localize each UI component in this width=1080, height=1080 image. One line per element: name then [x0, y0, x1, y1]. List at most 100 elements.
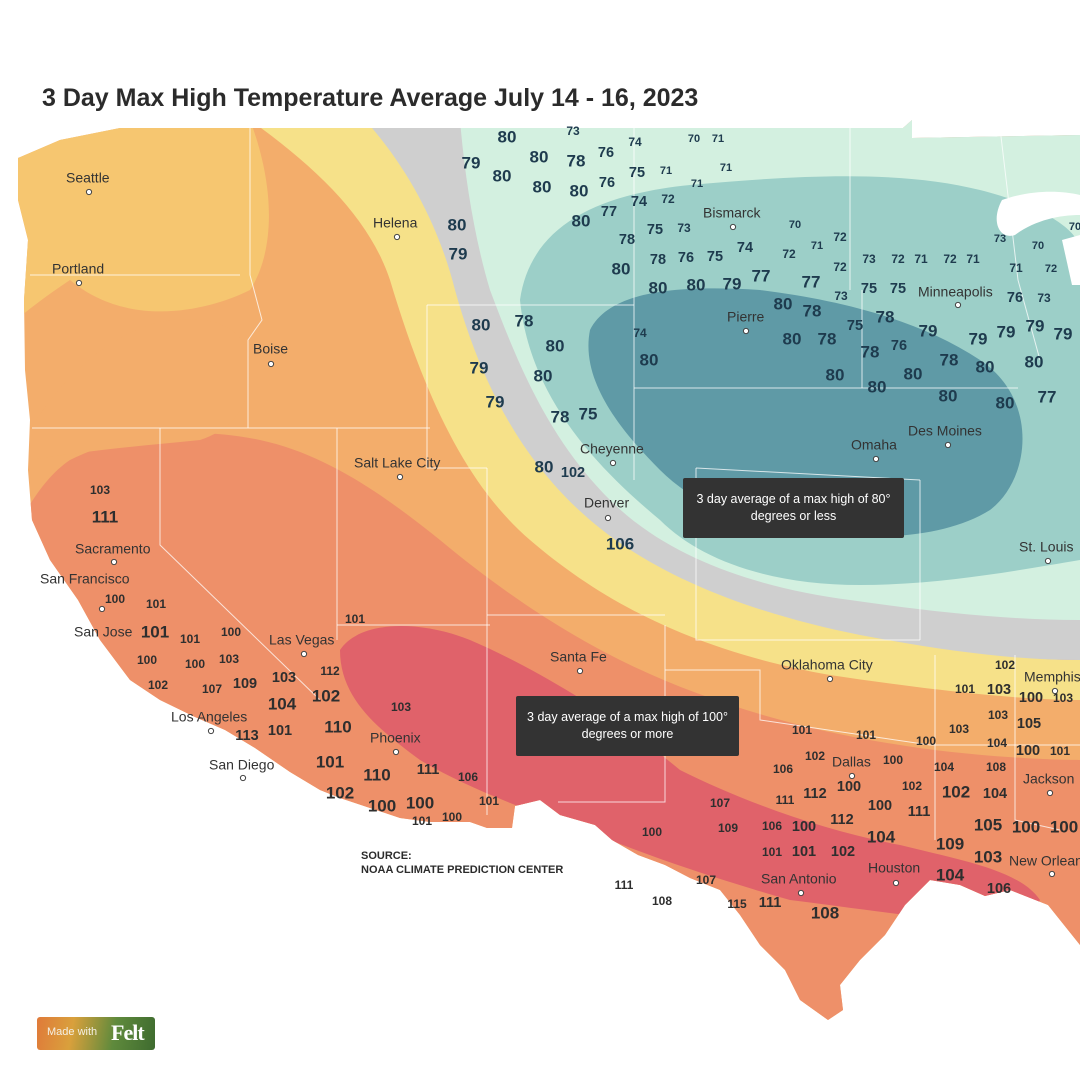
temperature-label: 108: [811, 903, 839, 922]
temperature-label: 101: [146, 597, 166, 611]
temperature-label: 72: [1045, 263, 1057, 275]
temperature-label: 71: [914, 252, 928, 266]
city-label: Bismarck: [703, 205, 762, 221]
temperature-label: 100: [221, 625, 241, 639]
city-marker: [75, 279, 83, 287]
city-label: Sacramento: [75, 541, 151, 557]
temperature-label: 101: [141, 622, 169, 641]
temperature-label: 71: [691, 178, 703, 190]
temperature-label: 77: [601, 204, 617, 220]
temperature-label: 110: [324, 717, 351, 736]
temperature-label: 102: [995, 658, 1015, 672]
great-lake-michigan: [1062, 235, 1080, 285]
city-label: Denver: [584, 495, 629, 511]
temperature-label: 74: [631, 194, 647, 210]
city-label: Omaha: [851, 437, 897, 453]
source-label: SOURCE:: [361, 850, 412, 862]
temperature-label: 71: [966, 252, 980, 266]
city-marker: [98, 605, 106, 613]
temperature-label: 101: [345, 612, 365, 626]
temperature-label: 101: [479, 794, 499, 808]
city-sacramento: Sacramento: [75, 541, 151, 566]
city-marker: [85, 188, 93, 196]
city-label: Houston: [868, 860, 920, 876]
city-label: Portland: [52, 261, 104, 277]
city-denver: Denver: [584, 495, 629, 522]
temperature-label: 103: [988, 708, 1008, 722]
temperature-label: 80: [533, 177, 552, 196]
temperature-label: 100: [368, 796, 396, 815]
made-with-felt-badge[interactable]: Made with Felt: [37, 1017, 155, 1050]
temperature-label: 77: [802, 272, 821, 291]
temperature-label: 111: [615, 878, 634, 892]
made-with-label: Made with: [47, 1026, 98, 1038]
temperature-label: 80: [448, 215, 467, 234]
city-marker: [239, 774, 247, 782]
temperature-label: 111: [759, 895, 782, 911]
temperature-label: 102: [805, 749, 825, 763]
temperature-label: 100: [105, 592, 125, 606]
city-label: Jackson: [1023, 771, 1074, 787]
temperature-label: 102: [326, 783, 354, 802]
temperature-label: 111: [417, 762, 440, 778]
temperature-label: 100: [837, 779, 861, 795]
temperature-label: 103: [391, 700, 411, 714]
city-oklahoma-city: Oklahoma City: [781, 657, 873, 683]
city-omaha: Omaha: [851, 437, 897, 463]
temperature-label: 102: [902, 779, 922, 793]
city-label: Boise: [253, 341, 288, 357]
temperature-label: 104: [987, 736, 1007, 750]
city-jackson: Jackson: [1023, 771, 1074, 797]
temperature-label: 101: [316, 752, 344, 771]
city-label: San Jose: [74, 624, 133, 640]
temperature-label: 80: [530, 147, 549, 166]
temperature-label: 79: [969, 329, 988, 348]
city-label: San Antonio: [761, 871, 837, 887]
zone-warm-southwest: [30, 319, 250, 460]
temperature-label: 78: [818, 329, 837, 348]
temperature-label: 77: [1038, 387, 1057, 406]
temperature-label: 115: [727, 897, 747, 911]
temperature-label: 75: [890, 281, 906, 297]
temperature-label: 100: [442, 810, 462, 824]
temperature-label: 103: [219, 652, 239, 666]
temperature-label: 80: [493, 166, 512, 185]
temperature-label: 78: [876, 307, 895, 326]
temperature-label: 111: [908, 804, 931, 820]
temperature-label: 78: [551, 407, 570, 426]
temperature-label: 80: [939, 386, 958, 405]
temperature-label: 80: [687, 275, 706, 294]
temperature-label: 73: [1037, 291, 1051, 305]
temperature-label: 80: [640, 350, 659, 369]
temperature-label: 75: [647, 222, 663, 238]
city-label: San Francisco: [40, 571, 130, 587]
temperature-label: 80: [868, 377, 887, 396]
city-san-antonio: San Antonio: [761, 871, 837, 897]
temperature-label: 100: [185, 657, 205, 671]
temperature-label: 104: [268, 694, 297, 713]
city-marker: [110, 558, 118, 566]
zone-deep-teal: [588, 288, 1023, 537]
temperature-label: 71: [1009, 261, 1023, 275]
temperature-label: 75: [629, 165, 645, 181]
temperature-label: 101: [412, 814, 432, 828]
city-marker: [300, 650, 308, 658]
temperature-label: 73: [834, 289, 848, 303]
temperature-label: 72: [782, 247, 796, 261]
city-marker: [267, 360, 275, 368]
city-label: Los Angeles: [171, 709, 247, 725]
city-marker: [1046, 789, 1054, 797]
temperature-label: 112: [320, 664, 340, 678]
city-portland: Portland: [52, 261, 104, 287]
city-boise: Boise: [253, 341, 288, 368]
city-marker: [954, 301, 962, 309]
temperature-label: 72: [661, 192, 675, 206]
temperature-label: 109: [233, 676, 257, 692]
felt-logo: Felt: [111, 1020, 145, 1045]
temperature-label: 101: [856, 728, 876, 742]
temperature-label: 79: [470, 358, 489, 377]
temperature-label: 80: [572, 211, 591, 230]
temperature-label: 100: [1012, 817, 1040, 836]
city-las-vegas: Las Vegas: [269, 632, 334, 658]
temperature-label: 104: [936, 865, 965, 884]
